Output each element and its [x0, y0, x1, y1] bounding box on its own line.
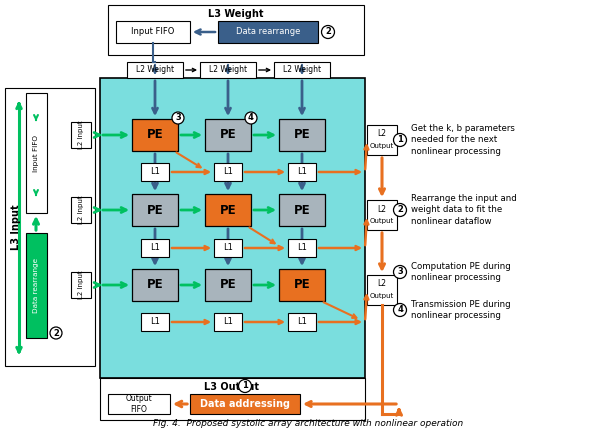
Text: Data addressing: Data addressing — [200, 399, 290, 409]
Bar — [214, 163, 242, 181]
Text: Input FIFO: Input FIFO — [131, 28, 175, 37]
Bar — [367, 275, 397, 305]
Bar — [100, 78, 365, 378]
Text: L3 Weight: L3 Weight — [208, 9, 264, 19]
Circle shape — [172, 112, 184, 124]
Text: PE: PE — [220, 279, 237, 292]
Text: PE: PE — [294, 203, 310, 216]
Text: Transmission PE during
nonlinear processing: Transmission PE during nonlinear process… — [411, 300, 511, 320]
Text: L2 Weight: L2 Weight — [136, 65, 174, 74]
Bar — [205, 119, 251, 151]
Text: L2 Weight: L2 Weight — [209, 65, 247, 74]
Text: PE: PE — [220, 203, 237, 216]
Text: L3 Input: L3 Input — [11, 204, 21, 250]
Bar — [26, 233, 47, 338]
Text: L2: L2 — [378, 280, 386, 289]
Bar — [367, 200, 397, 230]
Text: L1: L1 — [297, 243, 307, 252]
Text: PE: PE — [147, 203, 163, 216]
Bar — [205, 269, 251, 301]
Bar — [132, 194, 178, 226]
Bar — [288, 239, 316, 257]
Text: 3: 3 — [175, 114, 181, 123]
Text: 4: 4 — [248, 114, 254, 123]
Text: Input FIFO: Input FIFO — [33, 135, 39, 172]
Text: L1: L1 — [150, 168, 160, 176]
Bar — [190, 394, 300, 414]
Bar — [367, 125, 397, 155]
Text: Data rearrange: Data rearrange — [33, 258, 39, 313]
Text: Output: Output — [370, 218, 394, 224]
Text: Output: Output — [370, 293, 394, 299]
Text: 4: 4 — [397, 305, 403, 314]
Text: Fig. 4.  Proposed systolic array architecture with nonlinear operation: Fig. 4. Proposed systolic array architec… — [153, 420, 463, 429]
Text: L2: L2 — [378, 205, 386, 214]
Text: Output: Output — [370, 143, 394, 149]
Circle shape — [394, 133, 407, 147]
Bar — [279, 269, 325, 301]
Text: L2 Input: L2 Input — [78, 196, 84, 224]
Bar — [127, 62, 183, 78]
Text: PE: PE — [294, 279, 310, 292]
Bar — [214, 239, 242, 257]
Bar — [141, 313, 169, 331]
Text: L1: L1 — [150, 243, 160, 252]
Bar — [279, 119, 325, 151]
Bar — [279, 194, 325, 226]
Circle shape — [238, 380, 251, 393]
Bar — [108, 5, 364, 55]
Text: L1: L1 — [223, 317, 233, 326]
Text: PE: PE — [147, 279, 163, 292]
Circle shape — [394, 304, 407, 316]
Bar — [274, 62, 330, 78]
Text: L1: L1 — [297, 317, 307, 326]
Bar — [141, 163, 169, 181]
Text: Get the k, b parameters
needed for the next
nonlinear processing: Get the k, b parameters needed for the n… — [411, 124, 515, 156]
Text: 2: 2 — [397, 206, 403, 215]
Text: 1: 1 — [397, 135, 403, 144]
Text: PE: PE — [294, 129, 310, 141]
Bar — [214, 313, 242, 331]
Text: L1: L1 — [297, 168, 307, 176]
Bar — [288, 163, 316, 181]
Text: Rearrange the input and
weight data to fit the
nonlinear dataflow: Rearrange the input and weight data to f… — [411, 194, 517, 226]
Bar — [200, 62, 256, 78]
Text: Computation PE during
nonlinear processing: Computation PE during nonlinear processi… — [411, 262, 511, 282]
Bar — [132, 119, 178, 151]
Text: 2: 2 — [325, 28, 331, 37]
Text: Data rearrange: Data rearrange — [236, 28, 300, 37]
Circle shape — [394, 203, 407, 216]
Text: 3: 3 — [397, 267, 403, 276]
Bar — [100, 378, 365, 420]
Bar — [71, 197, 91, 223]
Circle shape — [50, 327, 62, 339]
Bar — [5, 88, 95, 366]
Circle shape — [394, 265, 407, 279]
Bar — [71, 122, 91, 148]
Bar — [108, 394, 170, 414]
Circle shape — [322, 25, 334, 39]
Bar — [288, 313, 316, 331]
Text: L2: L2 — [378, 129, 386, 138]
Text: L3 Output: L3 Output — [205, 382, 259, 392]
Bar — [218, 21, 318, 43]
Text: PE: PE — [147, 129, 163, 141]
Bar — [116, 21, 190, 43]
Text: L1: L1 — [223, 168, 233, 176]
Text: L2 Weight: L2 Weight — [283, 65, 321, 74]
Text: PE: PE — [220, 129, 237, 141]
Bar — [71, 272, 91, 298]
Text: 1: 1 — [242, 381, 248, 390]
Bar — [26, 93, 47, 213]
Text: L1: L1 — [223, 243, 233, 252]
Text: 2: 2 — [53, 329, 59, 338]
Circle shape — [245, 112, 257, 124]
Text: L2 Input: L2 Input — [78, 121, 84, 149]
Text: L1: L1 — [150, 317, 160, 326]
Text: L2 Input: L2 Input — [78, 271, 84, 299]
Bar — [141, 239, 169, 257]
Bar — [132, 269, 178, 301]
Bar — [205, 194, 251, 226]
Text: Output
FIFO: Output FIFO — [126, 394, 152, 414]
